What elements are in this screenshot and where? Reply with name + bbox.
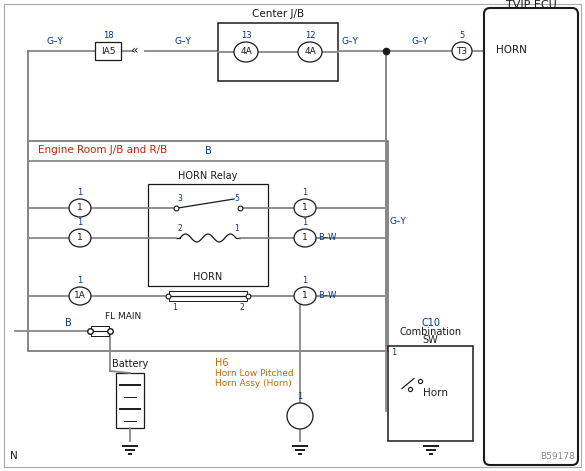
- Text: B–W: B–W: [318, 292, 336, 300]
- Text: IA5: IA5: [101, 47, 115, 56]
- Bar: [116, 373, 144, 428]
- Ellipse shape: [452, 42, 472, 60]
- Text: G–Y: G–Y: [412, 37, 428, 46]
- Text: G–Y: G–Y: [390, 217, 407, 226]
- Text: TVIP ECU: TVIP ECU: [505, 0, 556, 10]
- Text: 3: 3: [177, 194, 182, 203]
- Text: N: N: [10, 451, 18, 461]
- Text: 2: 2: [177, 224, 182, 233]
- Text: B: B: [66, 318, 72, 328]
- Text: Horn: Horn: [423, 389, 448, 398]
- Bar: [95, 42, 121, 60]
- Ellipse shape: [294, 287, 316, 305]
- Text: B59178: B59178: [540, 452, 575, 461]
- Bar: [28, 141, 388, 351]
- Circle shape: [287, 403, 313, 429]
- Ellipse shape: [234, 42, 258, 62]
- Text: SW: SW: [422, 335, 438, 345]
- Bar: [388, 346, 473, 441]
- Text: 1: 1: [77, 188, 82, 197]
- Bar: [218, 23, 338, 81]
- Text: G–Y: G–Y: [174, 37, 191, 46]
- Text: 1: 1: [302, 188, 308, 197]
- Text: Battery: Battery: [112, 359, 148, 369]
- Text: Engine Room J/B and R/B: Engine Room J/B and R/B: [38, 145, 167, 155]
- Text: 5: 5: [234, 194, 239, 203]
- Ellipse shape: [69, 229, 91, 247]
- Text: 1: 1: [77, 203, 83, 212]
- Text: 12: 12: [305, 31, 315, 40]
- Text: C10: C10: [421, 318, 440, 328]
- Text: HORN: HORN: [496, 45, 527, 55]
- Text: 1: 1: [302, 218, 308, 227]
- Bar: [169, 291, 247, 301]
- Text: 1: 1: [297, 392, 302, 401]
- Text: 1: 1: [77, 234, 83, 243]
- Text: «: «: [131, 43, 139, 57]
- Text: HORN: HORN: [194, 272, 223, 282]
- Ellipse shape: [294, 229, 316, 247]
- Text: B–W: B–W: [318, 234, 336, 243]
- Text: Center J/B: Center J/B: [252, 9, 304, 19]
- Text: 1: 1: [302, 292, 308, 300]
- Ellipse shape: [69, 287, 91, 305]
- Text: 18: 18: [103, 31, 113, 40]
- Text: 4A: 4A: [304, 48, 316, 57]
- Text: Horn Low Pitched: Horn Low Pitched: [215, 369, 294, 378]
- Text: 2: 2: [239, 303, 244, 312]
- Text: 1: 1: [77, 218, 82, 227]
- Text: 13: 13: [240, 31, 252, 40]
- Bar: [91, 326, 109, 336]
- Text: FL MAIN: FL MAIN: [105, 312, 141, 321]
- Bar: [148, 184, 268, 286]
- Ellipse shape: [294, 199, 316, 217]
- Text: T3: T3: [456, 47, 467, 56]
- Text: Combination: Combination: [400, 327, 462, 337]
- Text: 4A: 4A: [240, 48, 252, 57]
- Text: 1: 1: [391, 348, 396, 357]
- Text: 1: 1: [302, 234, 308, 243]
- FancyBboxPatch shape: [484, 8, 578, 465]
- Text: 1: 1: [302, 276, 308, 285]
- Text: 1: 1: [172, 303, 177, 312]
- Text: G–Y: G–Y: [47, 37, 63, 46]
- Text: B: B: [205, 146, 211, 156]
- Text: Horn Assy (Horn): Horn Assy (Horn): [215, 379, 292, 388]
- Text: 1A: 1A: [74, 292, 86, 300]
- Text: 1: 1: [234, 224, 239, 233]
- Text: G–Y: G–Y: [342, 37, 359, 46]
- Ellipse shape: [298, 42, 322, 62]
- Text: HORN Relay: HORN Relay: [178, 171, 238, 181]
- Ellipse shape: [69, 199, 91, 217]
- Text: 5: 5: [459, 31, 464, 40]
- Text: 1: 1: [302, 203, 308, 212]
- Text: 1: 1: [77, 276, 82, 285]
- Text: H6: H6: [215, 358, 229, 368]
